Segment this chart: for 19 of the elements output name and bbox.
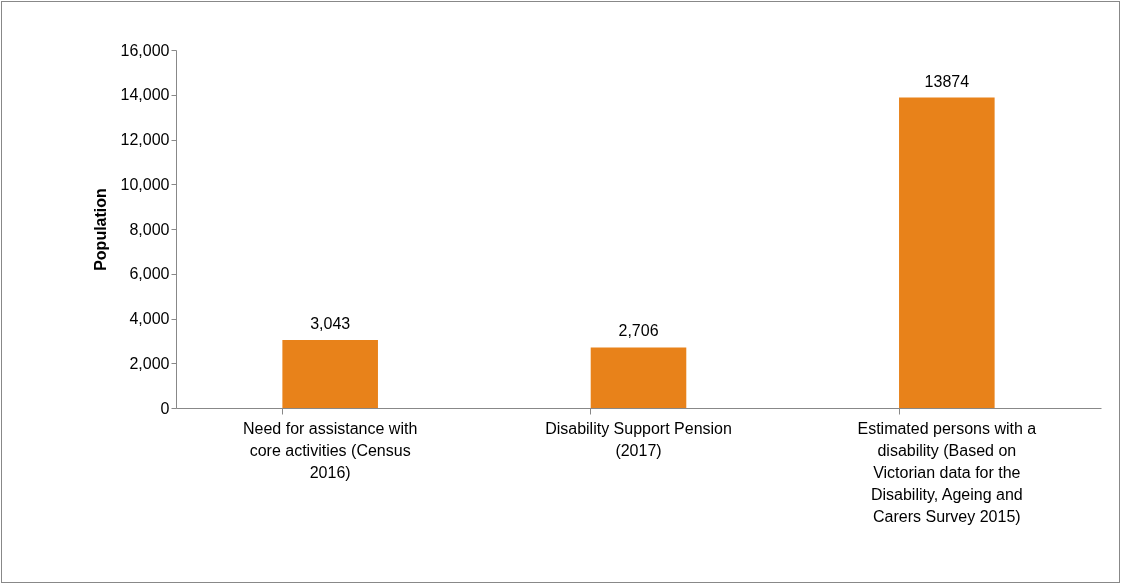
data-label: 13874 (924, 72, 970, 90)
y-tick-label: 16,000 (120, 41, 170, 59)
y-tick-label: 2,000 (129, 354, 170, 372)
bar (899, 97, 995, 408)
bar (282, 339, 378, 408)
y-tick-label: 4,000 (129, 310, 170, 327)
data-label: 2,706 (618, 322, 659, 340)
y-tick-label: 12,000 (120, 131, 170, 148)
x-tick-label: Estimated persons with a disability (Based on Victorian data for the Disability, Ageing and Carers Survey 2015) (857, 419, 1037, 525)
bar (590, 347, 687, 408)
y-tick-label: 14,000 (120, 86, 170, 104)
data-label: 3,043 (310, 314, 351, 332)
y-tick-label: 10,000 (120, 175, 170, 193)
y-tick-label: 0 (160, 399, 170, 417)
y-tick-label: 8,000 (129, 220, 170, 238)
x-tick-label: Disability Support Pension (2017) (545, 419, 732, 459)
x-tick-label: Need for assistance with core activities (Census 2016) (243, 419, 418, 481)
y-tick-label: 6,000 (129, 265, 170, 283)
y-axis-title: Population (91, 188, 109, 271)
